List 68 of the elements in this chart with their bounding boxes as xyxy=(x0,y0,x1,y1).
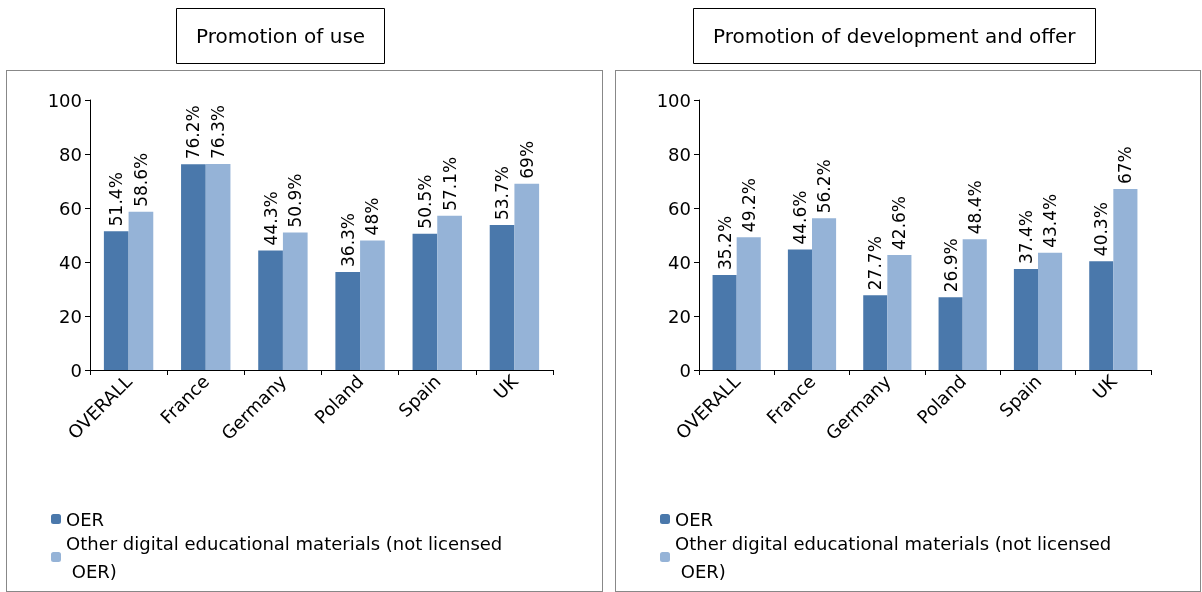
y-tick-label: 100 xyxy=(656,89,691,111)
bar xyxy=(335,271,361,370)
data-label: 49.2% xyxy=(738,178,759,233)
bar xyxy=(103,231,129,370)
y-tick-label: 0 xyxy=(70,359,82,381)
y-tick-label: 40 xyxy=(668,251,691,273)
y-tick-label: 80 xyxy=(59,143,82,165)
y-tick-label: 100 xyxy=(47,89,82,111)
legend-label: Other digital educational materials (not licensed OER) xyxy=(675,532,1112,582)
bar xyxy=(1013,269,1038,370)
legend-label: OER xyxy=(66,508,105,530)
bar xyxy=(938,297,963,370)
data-label: 48.4% xyxy=(964,180,985,235)
bar xyxy=(205,163,231,370)
data-label: 76.3% xyxy=(208,104,229,159)
bar xyxy=(1113,189,1138,370)
bar xyxy=(360,240,385,370)
data-label: 69% xyxy=(516,140,537,179)
legend-label: OER xyxy=(675,508,714,530)
chart-title: Promotion of development and offer xyxy=(713,24,1077,48)
data-label: 53.7% xyxy=(492,165,513,221)
x-tick-label: UK xyxy=(1088,369,1122,404)
y-tick-label: 20 xyxy=(668,305,691,327)
bar xyxy=(812,218,837,370)
data-label: 35.2% xyxy=(714,215,735,270)
data-label: 43.4% xyxy=(1040,193,1061,248)
data-label: 40.3% xyxy=(1091,202,1112,257)
bar xyxy=(181,164,206,370)
data-label: 44.3% xyxy=(260,191,281,246)
data-label: 58.6% xyxy=(130,152,151,207)
data-label: 50.9% xyxy=(285,173,306,228)
bar xyxy=(258,250,283,370)
y-tick-label: 0 xyxy=(679,359,691,381)
y-tick-label: 80 xyxy=(668,143,691,165)
y-tick-label: 60 xyxy=(668,197,691,219)
bar xyxy=(128,211,154,370)
x-tick-label: UK xyxy=(489,369,523,404)
bar xyxy=(962,239,987,370)
bar xyxy=(1089,261,1114,370)
bar xyxy=(863,295,888,370)
y-tick-label: 20 xyxy=(59,305,82,327)
data-label: 48% xyxy=(362,197,383,236)
data-label: 56.2% xyxy=(814,159,835,214)
bar xyxy=(437,215,462,370)
data-label: 42.6% xyxy=(889,195,910,250)
bar xyxy=(1038,252,1063,370)
data-label: 27.7% xyxy=(865,236,886,291)
bar xyxy=(412,233,438,370)
data-label: 76.2% xyxy=(183,105,204,160)
y-tick-label: 60 xyxy=(59,197,82,219)
bar xyxy=(736,237,761,370)
data-label: 37.4% xyxy=(1015,210,1036,265)
bar xyxy=(887,254,912,370)
legend-label: Other digital educational materials (not licensed OER) xyxy=(66,532,503,582)
data-label: 44.6% xyxy=(789,190,810,245)
data-label: 51.4% xyxy=(106,172,127,227)
bar xyxy=(514,183,540,370)
data-label: 50.5% xyxy=(414,174,435,229)
data-label: 67% xyxy=(1115,146,1136,185)
y-tick-label: 40 xyxy=(59,251,82,273)
chart-title: Promotion of use xyxy=(196,24,366,48)
bar xyxy=(282,232,308,370)
data-label: 26.9% xyxy=(940,238,961,293)
bar xyxy=(712,274,737,370)
bar xyxy=(787,249,812,370)
data-label: 57.1% xyxy=(439,156,460,211)
data-label: 36.3% xyxy=(337,212,358,267)
bar xyxy=(489,225,515,370)
